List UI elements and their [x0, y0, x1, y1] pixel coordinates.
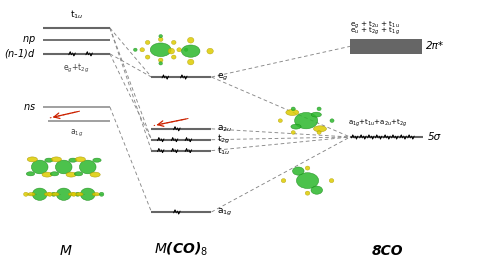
Ellipse shape: [31, 160, 48, 174]
Ellipse shape: [45, 158, 53, 162]
Ellipse shape: [171, 55, 176, 59]
Ellipse shape: [188, 37, 194, 43]
Ellipse shape: [32, 188, 47, 200]
Text: e$_u$ + t$_{2g}$ + t$_{1g}$: e$_u$ + t$_{2g}$ + t$_{1g}$: [350, 26, 400, 37]
Text: 2π*: 2π*: [426, 41, 444, 51]
Ellipse shape: [292, 167, 304, 175]
Ellipse shape: [74, 172, 83, 176]
Ellipse shape: [278, 119, 282, 122]
Text: e$_g$ + t$_{2u}$ + t$_{1u}$: e$_g$ + t$_{2u}$ + t$_{1u}$: [350, 20, 400, 31]
Text: t$_{2g}$: t$_{2g}$: [217, 133, 230, 146]
Ellipse shape: [51, 157, 61, 162]
Ellipse shape: [72, 192, 76, 196]
Text: e$_g$: e$_g$: [217, 72, 228, 82]
Ellipse shape: [291, 124, 301, 129]
Ellipse shape: [69, 158, 77, 162]
Ellipse shape: [99, 192, 104, 196]
Ellipse shape: [291, 107, 295, 111]
Ellipse shape: [177, 48, 181, 52]
Ellipse shape: [305, 166, 310, 170]
Text: t$_{1u}$: t$_{1u}$: [70, 9, 83, 21]
Ellipse shape: [140, 48, 144, 52]
Ellipse shape: [145, 40, 150, 44]
Ellipse shape: [330, 119, 334, 122]
Ellipse shape: [52, 193, 59, 196]
Ellipse shape: [133, 48, 137, 52]
Ellipse shape: [281, 179, 286, 183]
Text: a$_{1g}$: a$_{1g}$: [70, 127, 84, 139]
Ellipse shape: [158, 58, 163, 62]
Ellipse shape: [145, 55, 150, 59]
Text: a$_{2u}$: a$_{2u}$: [217, 124, 232, 134]
Ellipse shape: [92, 193, 100, 196]
Text: $n$p: $n$p: [22, 34, 36, 46]
Ellipse shape: [56, 188, 71, 200]
Ellipse shape: [28, 193, 35, 196]
Ellipse shape: [297, 173, 319, 189]
Ellipse shape: [42, 172, 52, 177]
Ellipse shape: [158, 37, 163, 41]
Text: $n$s: $n$s: [23, 102, 36, 112]
Text: e$_g$+t$_{2g}$: e$_g$+t$_{2g}$: [63, 61, 90, 75]
Ellipse shape: [93, 158, 101, 162]
Ellipse shape: [311, 186, 323, 194]
Text: $M$: $M$: [59, 244, 73, 258]
Ellipse shape: [305, 191, 310, 195]
Text: t$_{1u}$: t$_{1u}$: [217, 144, 230, 157]
Ellipse shape: [55, 160, 72, 174]
Ellipse shape: [313, 126, 326, 132]
Ellipse shape: [51, 192, 56, 196]
Ellipse shape: [207, 48, 213, 54]
Text: a$_{1g}$+t$_{1u}$+a$_{2u}$+t$_{2g}$: a$_{1g}$+t$_{1u}$+a$_{2u}$+t$_{2g}$: [348, 117, 407, 129]
Ellipse shape: [150, 43, 171, 56]
Ellipse shape: [44, 193, 52, 196]
Ellipse shape: [295, 112, 318, 129]
Ellipse shape: [27, 157, 37, 162]
Ellipse shape: [188, 59, 194, 65]
Text: $M$(CO)$_8$: $M$(CO)$_8$: [155, 241, 209, 258]
Ellipse shape: [184, 48, 188, 52]
Text: 8CO: 8CO: [371, 244, 403, 258]
Ellipse shape: [159, 35, 163, 38]
Ellipse shape: [79, 160, 96, 174]
Bar: [350, 39, 421, 54]
Ellipse shape: [311, 112, 322, 117]
Ellipse shape: [171, 40, 176, 44]
Ellipse shape: [159, 62, 163, 65]
Ellipse shape: [76, 193, 83, 196]
Text: ($n$-1)d: ($n$-1)d: [4, 47, 36, 60]
Ellipse shape: [317, 107, 321, 111]
Ellipse shape: [90, 172, 100, 177]
Ellipse shape: [68, 193, 76, 196]
Text: 5σ: 5σ: [428, 132, 441, 142]
Ellipse shape: [291, 131, 295, 134]
Ellipse shape: [168, 48, 175, 54]
Ellipse shape: [181, 45, 200, 57]
Ellipse shape: [286, 110, 299, 115]
Ellipse shape: [80, 188, 95, 200]
Ellipse shape: [50, 172, 59, 176]
Ellipse shape: [317, 131, 321, 134]
Ellipse shape: [26, 172, 35, 176]
Ellipse shape: [48, 192, 52, 196]
Ellipse shape: [329, 179, 334, 183]
Ellipse shape: [24, 192, 28, 196]
Ellipse shape: [66, 172, 76, 177]
Text: a$_{1g}$: a$_{1g}$: [217, 206, 232, 218]
Ellipse shape: [75, 192, 80, 196]
Ellipse shape: [75, 157, 85, 162]
